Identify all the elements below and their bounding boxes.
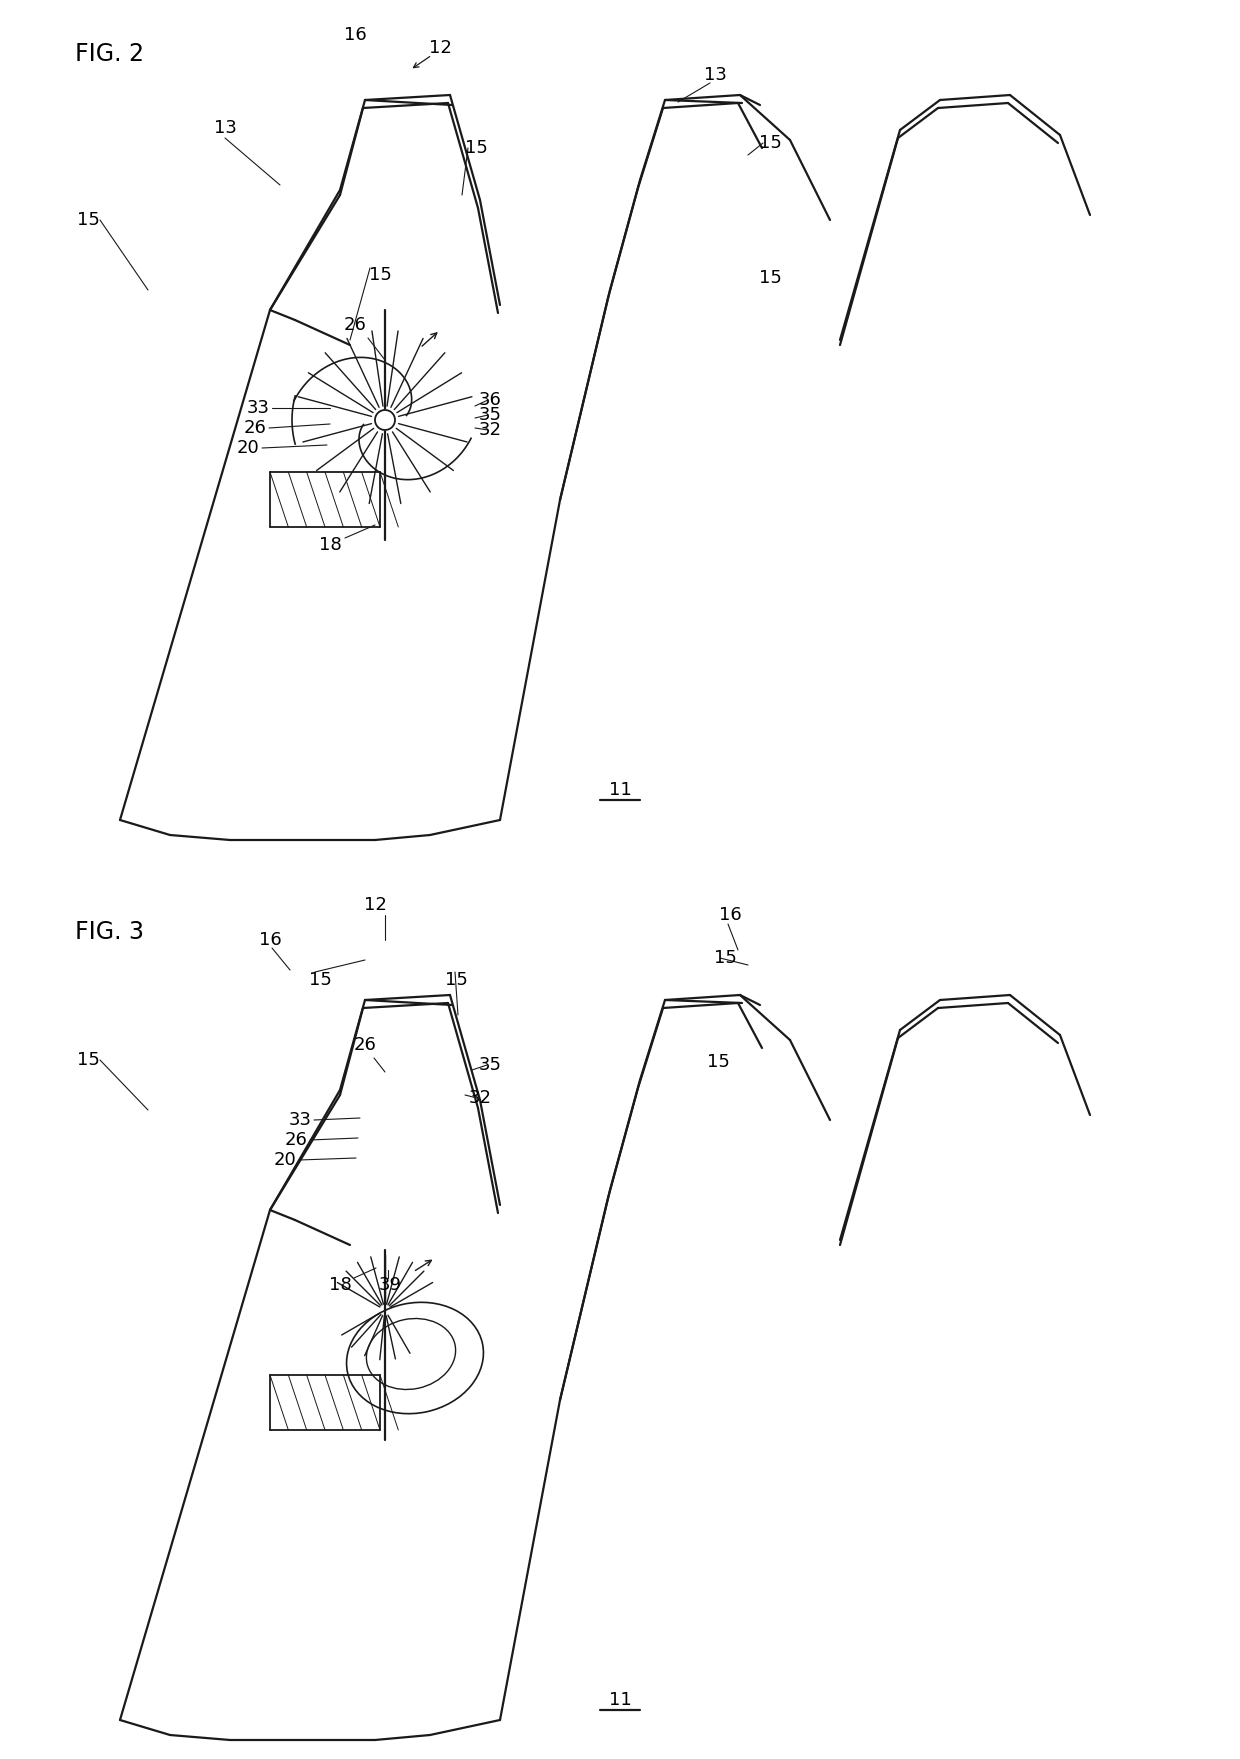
Text: 15: 15 [713,950,737,967]
Text: 13: 13 [703,67,727,84]
Text: 15: 15 [759,269,781,287]
Text: 11: 11 [609,781,631,799]
Text: 39: 39 [378,1275,402,1295]
Text: 16: 16 [259,931,281,950]
Text: 15: 15 [77,1050,99,1069]
Text: 18: 18 [329,1275,351,1295]
Text: 12: 12 [429,39,451,56]
Text: 26: 26 [284,1131,308,1149]
Text: 26: 26 [353,1036,377,1054]
Text: 16: 16 [719,906,742,923]
Text: 36: 36 [479,390,501,410]
Text: 20: 20 [237,440,259,457]
Text: 33: 33 [289,1112,311,1129]
Text: 15: 15 [465,139,487,157]
Text: 26: 26 [243,419,267,436]
Text: 15: 15 [445,971,467,989]
Text: 15: 15 [368,266,392,283]
Text: 35: 35 [479,1055,501,1075]
Text: 33: 33 [247,399,269,417]
Text: 16: 16 [343,26,366,44]
Text: 32: 32 [469,1089,491,1106]
Text: 35: 35 [479,406,501,424]
Text: 15: 15 [77,211,99,229]
Text: FIG. 2: FIG. 2 [74,42,144,67]
Text: FIG. 3: FIG. 3 [74,920,144,945]
Text: 12: 12 [363,895,387,915]
Text: 15: 15 [759,134,781,151]
Text: 15: 15 [309,971,331,989]
Circle shape [374,410,396,429]
Text: 20: 20 [274,1150,296,1170]
Text: 32: 32 [479,420,501,440]
Text: 15: 15 [707,1054,729,1071]
Text: 11: 11 [609,1690,631,1710]
Text: 26: 26 [343,317,367,334]
Text: 18: 18 [319,536,341,554]
Text: 13: 13 [213,120,237,137]
